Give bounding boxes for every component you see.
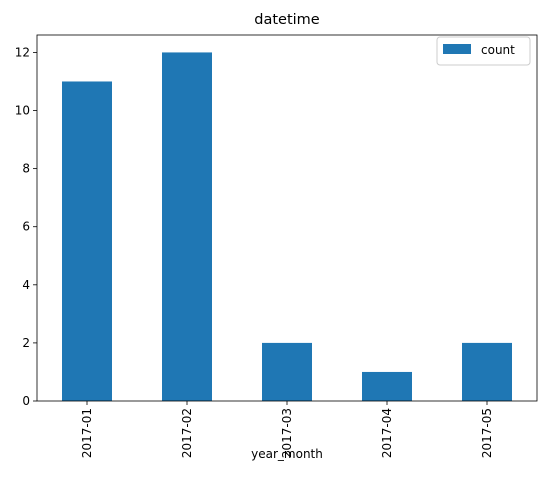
bar-2017-05 (462, 342, 512, 401)
y-tick-label: 6 (22, 220, 30, 234)
plot-frame (36, 34, 538, 402)
y-tick-label: 4 (22, 278, 30, 292)
legend-swatch-count (443, 44, 471, 54)
chart-title: datetime (254, 12, 320, 28)
bar-2017-04 (362, 371, 412, 401)
bar-2017-01 (62, 81, 112, 401)
y-axis: 0 2 4 6 8 10 12 (15, 45, 37, 408)
x-tick-label: 2017-04 (380, 408, 394, 458)
x-tick-label: 2017-05 (480, 408, 494, 458)
x-tick-label: 2017-02 (180, 408, 194, 458)
x-axis-title: year_month (251, 447, 323, 461)
legend-label-count: count (481, 43, 515, 57)
y-tick-label: 12 (15, 45, 30, 59)
bars-group (62, 52, 512, 402)
y-tick-label: 2 (22, 336, 30, 350)
legend: count (436, 36, 531, 66)
bar-2017-02 (162, 52, 212, 402)
y-tick-label: 10 (15, 104, 30, 118)
x-tick-label: 2017-01 (80, 408, 94, 458)
y-tick-label: 0 (22, 394, 30, 408)
bar-2017-03 (262, 342, 312, 401)
x-axis: 2017-01 2017-02 2017-03 2017-04 2017-05 (80, 401, 494, 458)
y-tick-label: 8 (22, 162, 30, 176)
x-tick-label: 2017-03 (280, 408, 294, 458)
